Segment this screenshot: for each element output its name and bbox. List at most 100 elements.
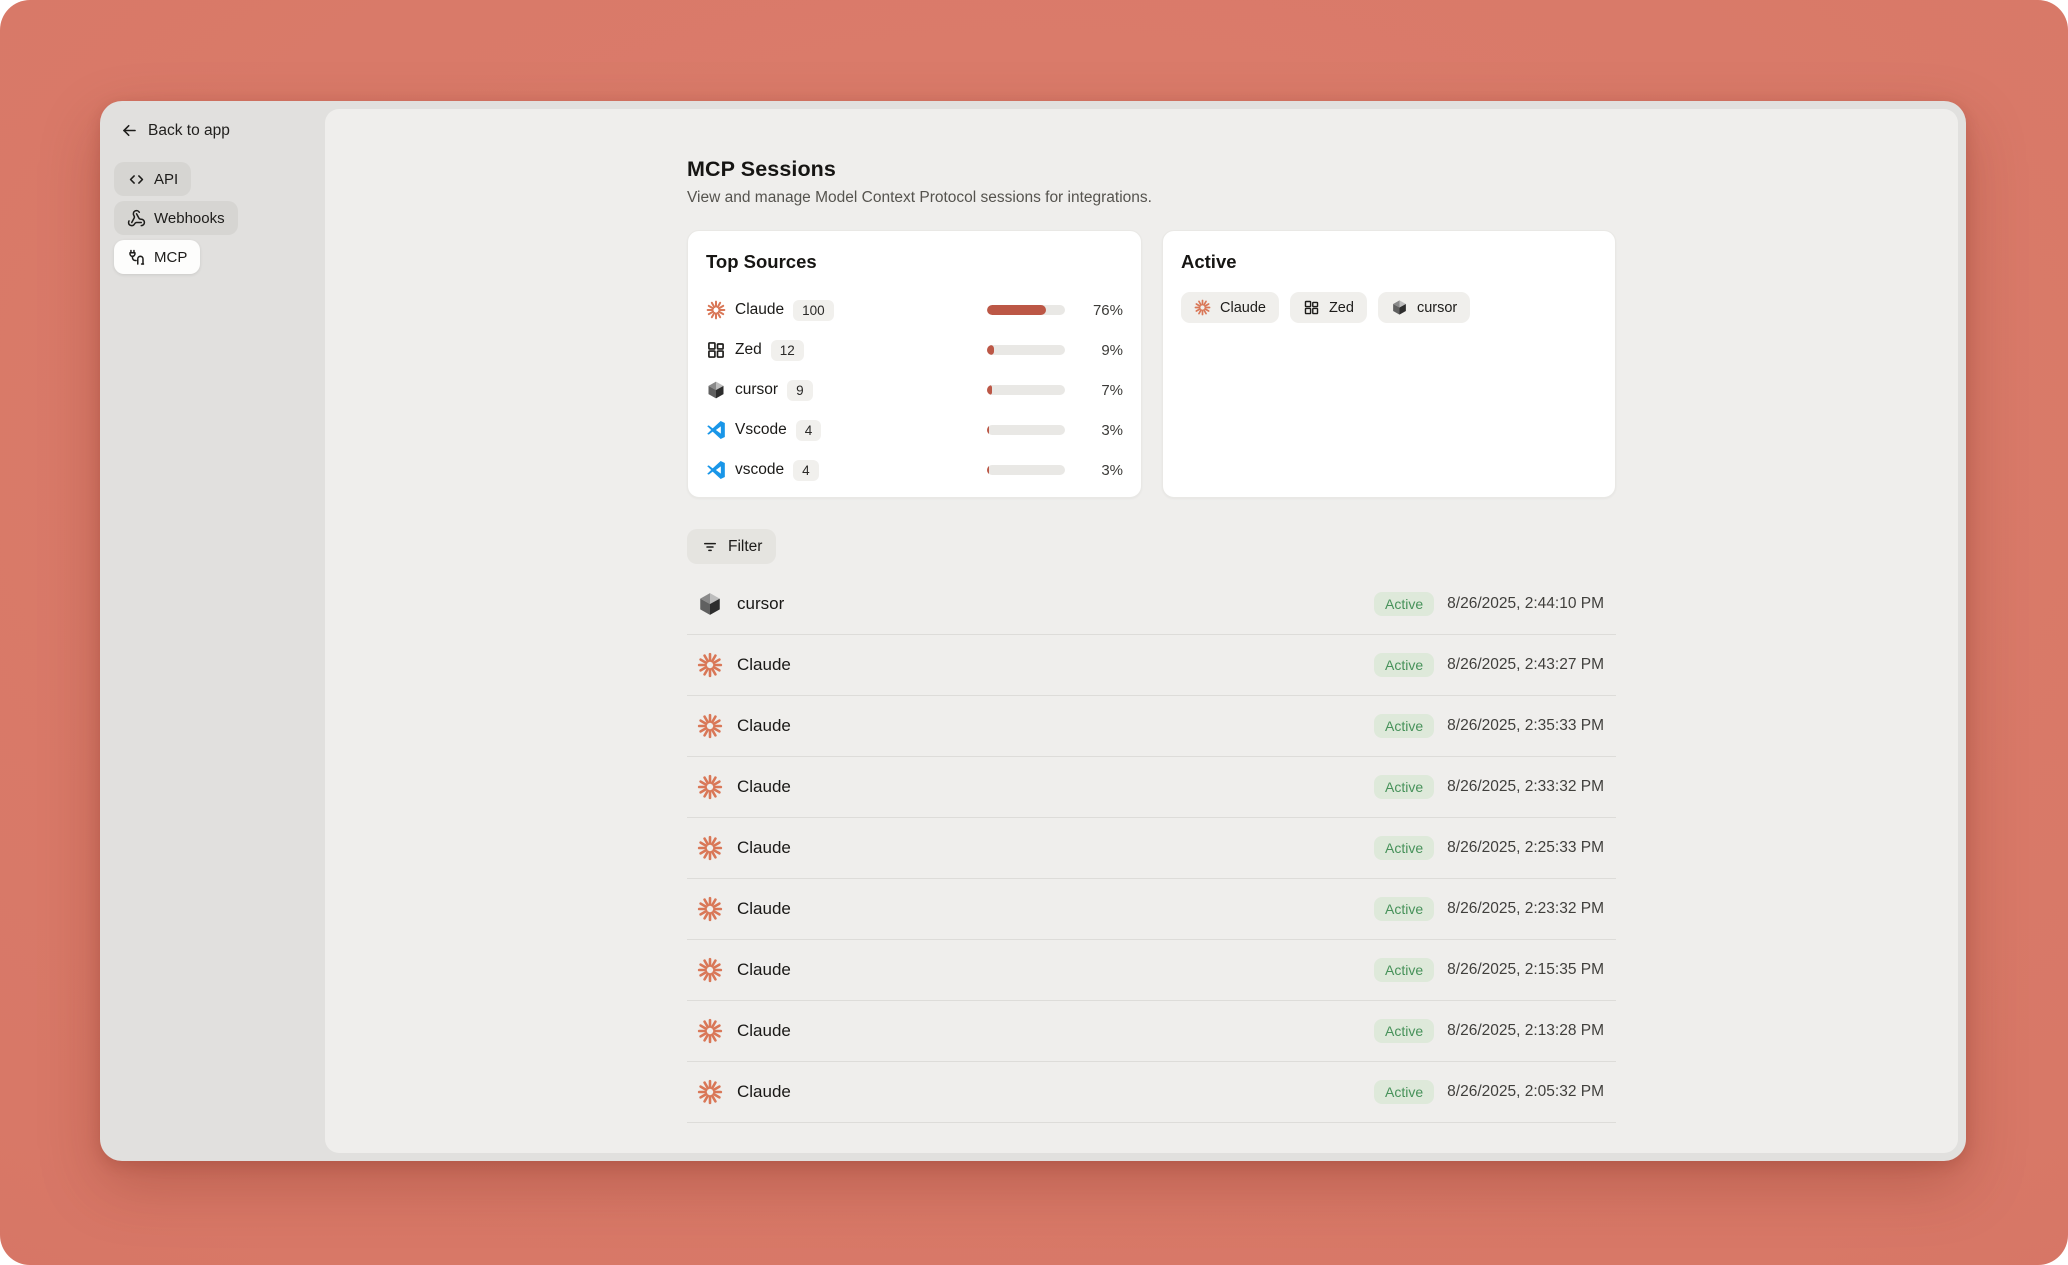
session-timestamp: 8/26/2025, 2:25:33 PM [1447, 839, 1604, 856]
chip-source-icon [1194, 299, 1211, 316]
session-timestamp: 8/26/2025, 2:43:27 PM [1447, 656, 1604, 673]
session-row[interactable]: cursor Active 8/26/2025, 2:44:10 PM [687, 574, 1616, 635]
top-sources-list: Claude 100 76% Zed 12 [706, 290, 1123, 490]
source-percent: 3% [1101, 461, 1123, 479]
session-source-name: Claude [737, 960, 791, 979]
session-source-icon [697, 1018, 723, 1044]
active-source-chip[interactable]: cursor [1377, 292, 1471, 323]
session-status-badge: Active [1374, 714, 1435, 738]
source-count-badge: 9 [787, 379, 813, 401]
session-row[interactable]: Claude Active 8/26/2025, 2:23:32 PM [687, 879, 1616, 940]
source-row: Claude 100 76% [706, 290, 1123, 330]
filter-button-label: Filter [728, 537, 763, 555]
back-to-app-link[interactable]: Back to app [114, 117, 311, 144]
source-count-badge: 4 [793, 459, 819, 481]
page-header: MCP Sessions View and manage Model Conte… [687, 157, 1616, 207]
session-timestamp: 8/26/2025, 2:44:10 PM [1447, 595, 1604, 612]
session-timestamp: 8/26/2025, 2:23:32 PM [1447, 900, 1604, 917]
source-name: cursor [735, 381, 779, 398]
source-progress-fill [987, 425, 990, 435]
sidebar-item-mcp[interactable]: MCP [114, 240, 201, 274]
session-source-icon [697, 652, 723, 678]
session-source-name: Claude [737, 899, 791, 918]
source-count-badge: 4 [795, 419, 822, 441]
sessions-list: cursor Active 8/26/2025, 2:44:10 PM Clau… [687, 574, 1616, 1123]
session-row[interactable]: Claude Active 8/26/2025, 2:13:28 PM [687, 1001, 1616, 1062]
session-status-badge: Active [1374, 653, 1435, 677]
session-timestamp: 8/26/2025, 2:13:28 PM [1447, 1022, 1604, 1039]
sidebar-item-webhooks[interactable]: Webhooks [114, 201, 238, 235]
session-row[interactable]: Claude Active 8/26/2025, 2:33:32 PM [687, 757, 1616, 818]
chip-label: Claude [1220, 299, 1266, 316]
session-status-badge: Active [1374, 1080, 1435, 1104]
session-row[interactable]: Claude Active 8/26/2025, 2:43:27 PM [687, 635, 1616, 696]
source-icon [706, 340, 726, 360]
session-source-icon [697, 1079, 723, 1105]
source-name: Claude [735, 301, 785, 318]
session-status-badge: Active [1374, 897, 1435, 921]
source-percent: 7% [1101, 381, 1123, 399]
session-timestamp: 8/26/2025, 2:15:35 PM [1447, 961, 1604, 978]
session-timestamp: 8/26/2025, 2:33:32 PM [1447, 778, 1604, 795]
chip-source-icon [1303, 299, 1320, 316]
active-source-chip[interactable]: Claude [1181, 292, 1279, 323]
source-percent: 76% [1092, 301, 1123, 319]
sidebar-item-label: API [154, 170, 179, 188]
sidebar: Back to app API Webhooks MCP [100, 101, 325, 1161]
source-progress-fill [987, 305, 1047, 315]
source-progress-track [987, 305, 1065, 315]
session-status-badge: Active [1374, 1019, 1435, 1043]
content-column: MCP Sessions View and manage Model Conte… [687, 109, 1616, 1123]
source-icon [706, 460, 726, 480]
session-source-icon [697, 835, 723, 861]
session-source-icon [697, 896, 723, 922]
mcp-plug-icon [127, 248, 146, 267]
session-source-icon [697, 774, 723, 800]
session-row[interactable]: Claude Active 8/26/2025, 2:15:35 PM [687, 940, 1616, 1001]
source-icon [706, 420, 726, 440]
source-icon [706, 300, 726, 320]
top-sources-card: Top Sources Claude 100 76% [687, 230, 1142, 498]
source-row: Zed 12 9% [706, 330, 1123, 370]
session-row[interactable]: Claude Active 8/26/2025, 2:35:33 PM [687, 696, 1616, 757]
source-progress-fill [987, 385, 993, 395]
session-row[interactable]: Claude Active 8/26/2025, 2:25:33 PM [687, 818, 1616, 879]
source-progress-track [987, 425, 1065, 435]
page-subtitle: View and manage Model Context Protocol s… [687, 189, 1152, 206]
session-source-name: Claude [737, 777, 791, 796]
source-count-badge: 100 [793, 299, 834, 321]
session-timestamp: 8/26/2025, 2:35:33 PM [1447, 717, 1604, 734]
session-source-icon [697, 591, 723, 617]
session-row[interactable]: Claude Active 8/26/2025, 2:05:32 PM [687, 1062, 1616, 1123]
active-card-title: Active [1181, 251, 1237, 272]
page-title: MCP Sessions [687, 157, 836, 181]
filter-icon [701, 538, 719, 556]
back-to-app-label: Back to app [148, 121, 230, 139]
sidebar-item-label: MCP [154, 248, 188, 266]
source-name: Vscode [735, 421, 787, 438]
source-progress-fill [987, 465, 990, 475]
sidebar-item-api[interactable]: API [114, 162, 192, 196]
source-icon [706, 380, 726, 400]
active-source-chip[interactable]: Zed [1289, 292, 1367, 323]
webhook-icon [127, 209, 146, 228]
session-source-icon [697, 713, 723, 739]
session-source-name: Claude [737, 716, 791, 735]
source-row: vscode 4 3% [706, 450, 1123, 490]
sidebar-item-label: Webhooks [154, 209, 225, 227]
chip-label: cursor [1416, 299, 1458, 316]
session-status-badge: Active [1374, 958, 1435, 982]
source-progress-fill [987, 345, 995, 355]
source-row: cursor 9 7% [706, 370, 1123, 410]
filter-button[interactable]: Filter [687, 529, 777, 564]
top-sources-title: Top Sources [706, 251, 817, 272]
summary-cards: Top Sources Claude 100 76% [687, 230, 1616, 498]
session-source-name: Claude [737, 1082, 791, 1101]
back-arrow-icon [120, 121, 139, 140]
session-source-name: Claude [737, 655, 791, 674]
main-panel: MCP Sessions View and manage Model Conte… [325, 109, 1958, 1153]
source-row: Vscode 4 3% [706, 410, 1123, 450]
chip-label: Zed [1328, 299, 1354, 316]
session-status-badge: Active [1374, 775, 1435, 799]
session-source-name: Claude [737, 1021, 791, 1040]
